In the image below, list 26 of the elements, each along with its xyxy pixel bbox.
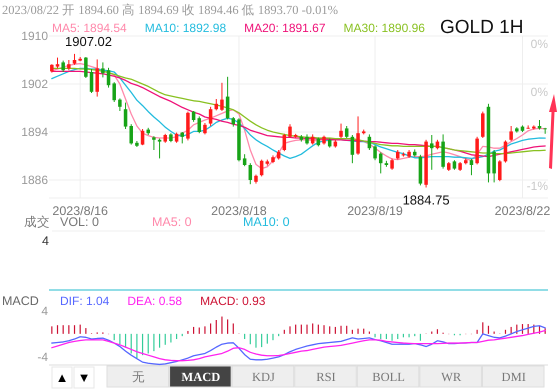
text: MA5: 0 — [152, 215, 192, 229]
text: MA10: 0 — [243, 215, 290, 229]
x-tick-label: 2023/8/22 — [494, 204, 550, 218]
x-tick-label: 2023/8/16 — [52, 204, 108, 218]
text: MA30: 1890.96 — [344, 21, 426, 35]
text: DEA: 0.58 — [127, 294, 182, 308]
y-tick-label: 4 — [41, 304, 48, 318]
chart-subtitle: 2023/08/22 开 1894.60 高 1894.69 收 1894.46 低 1893.70 -0.01% — [2, 2, 338, 17]
y-tick-label: -4 — [37, 350, 48, 364]
y-axis-title: MACD — [2, 294, 39, 308]
y-tick-label: 1894 — [21, 125, 48, 139]
x-tick-label: 2023/8/19 — [347, 204, 403, 218]
text: 成交 — [24, 214, 50, 229]
annotation: 1884.75 — [402, 192, 450, 208]
y-tick-label: 1910 — [21, 29, 48, 43]
text: VOL: 0 — [60, 215, 99, 229]
text: MA10: 1892.98 — [144, 21, 226, 35]
y-tick-label: 1902 — [21, 77, 48, 91]
text: MA5: 1894.54 — [52, 21, 128, 35]
x-tick-label: 2023/8/18 — [211, 204, 267, 218]
annotation: 1907.02 — [65, 34, 112, 49]
text: DIF: 1.04 — [60, 294, 110, 308]
text: MA20: 1891.67 — [244, 21, 326, 35]
chart-title: GOLD 1H — [440, 17, 524, 38]
series-label: MACD: 0.93 — [200, 294, 266, 308]
y-tick-label: 1886 — [21, 173, 48, 187]
